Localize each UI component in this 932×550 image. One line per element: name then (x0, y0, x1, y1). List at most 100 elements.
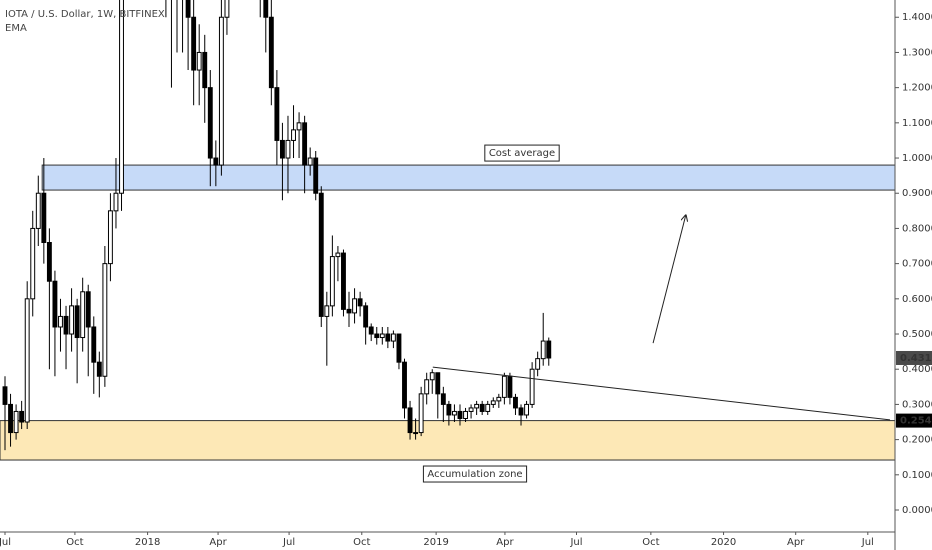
candle-body (307, 157, 313, 166)
candle-body (407, 407, 413, 434)
candle-body (446, 403, 452, 416)
x-tick-label: Jul (0, 537, 11, 548)
candle-body (429, 372, 435, 381)
candle-body (379, 333, 385, 339)
x-tick-label: Oct (642, 537, 659, 548)
candle-body (279, 139, 285, 159)
zone (0, 420, 895, 461)
candle-body (52, 280, 58, 328)
candle-body (535, 358, 541, 370)
zone-label: Cost average (489, 148, 555, 159)
candle-body (396, 333, 402, 363)
x-tick-label: 2019 (423, 537, 448, 548)
candle-body (302, 122, 308, 166)
x-tick-label: Apr (209, 537, 227, 548)
price-label: 0.4319 (900, 353, 932, 364)
candle-body (501, 375, 507, 398)
candle-body (313, 157, 319, 194)
candle-body (107, 210, 113, 265)
x-tick-label: Jul (861, 537, 874, 548)
candle-body (274, 87, 280, 141)
candle-body (413, 432, 419, 435)
zone-label-box (422, 465, 528, 483)
indicator-label: EMA (5, 23, 27, 34)
zone-label: Accumulation zone (427, 469, 522, 480)
candle-body (91, 326, 97, 363)
plot-area (0, 0, 895, 461)
candle-body (474, 403, 480, 409)
candle-body (63, 315, 69, 335)
x-tick-label: 2020 (711, 537, 736, 548)
candle-body (490, 400, 496, 405)
candle-body (213, 157, 219, 166)
x-tick-label: Apr (496, 537, 514, 548)
x-tick-label: Jul (282, 537, 295, 548)
candle-body (19, 410, 25, 423)
candle-body (202, 51, 208, 89)
candle-body (30, 227, 36, 300)
candle-body (285, 139, 291, 159)
candle-body (546, 340, 552, 359)
trend-line (432, 366, 891, 421)
price-label-box (896, 413, 932, 428)
candle-body (291, 129, 296, 141)
candle-body (507, 375, 513, 398)
candle-body (185, 0, 191, 18)
candle-body (402, 361, 407, 409)
candle-body (113, 192, 119, 212)
candle-body (2, 386, 8, 405)
y-tick-label: 0.9000 (902, 188, 932, 199)
candle-body (513, 396, 518, 409)
candle-body (41, 192, 47, 244)
zone (41, 164, 895, 191)
candle-body (46, 242, 52, 282)
x-tick-label: Jul (569, 537, 582, 548)
x-tick-label: Oct (66, 537, 83, 548)
price-label: 0.2540 (900, 416, 932, 427)
candle-body (357, 298, 363, 307)
candle-body (69, 305, 75, 335)
price-label-box (896, 350, 932, 365)
arrow (652, 215, 686, 344)
candle-body (341, 252, 346, 310)
candle-body (224, 0, 230, 18)
candle-body (207, 87, 213, 159)
candle-body (457, 410, 463, 419)
candle-body (374, 333, 380, 339)
candle-body (524, 403, 530, 416)
x-tick-label: Oct (353, 537, 370, 548)
candle-body (263, 0, 269, 18)
candle-body (24, 298, 30, 423)
candle-body (85, 291, 91, 328)
candle-body (368, 326, 374, 335)
candle-body (468, 407, 474, 412)
candle-body (451, 410, 457, 416)
candle-body (102, 263, 108, 377)
candle-body (463, 410, 468, 419)
candle-body (496, 396, 502, 402)
candle-body (346, 308, 352, 314)
candle-body (191, 16, 197, 71)
candle-body (335, 252, 341, 258)
candle-body (58, 315, 63, 328)
candle-body (435, 372, 441, 395)
candle-body (485, 403, 491, 412)
candle-body (479, 403, 485, 412)
candle-body (390, 333, 396, 342)
candle-body (518, 407, 524, 416)
candle-body (80, 291, 86, 339)
chart-title: IOTA / U.S. Dollar, 1W, BITFINEX (5, 9, 165, 20)
